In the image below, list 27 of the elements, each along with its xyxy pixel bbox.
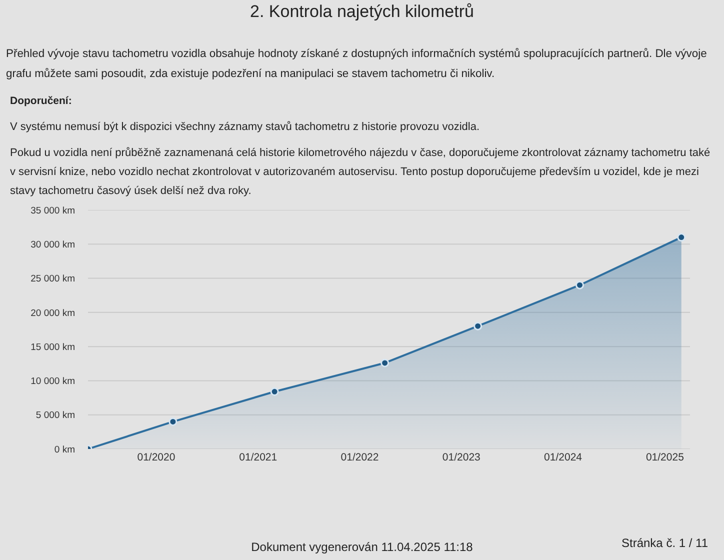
y-tick-label: 30 000 km [30, 239, 76, 250]
point [168, 417, 178, 426]
y-tick-label: 5 000 km [36, 410, 76, 422]
chart-subtitle: Přehled vývoje stavu tachometru vozidla obsahuje hodnoty získané z dostupných informačních systémů spolupracujících partnerů. Dle vývoje grafu můžete sami posoudit, zda existuje podezření na manipulaci se stavem tachometru či nikoliv. [6, 47, 708, 82]
x-tick-label: 01/2023 [442, 452, 481, 464]
x-tick-label: 01/2025 [646, 452, 684, 464]
point [270, 387, 279, 396]
point [575, 280, 584, 290]
y-tick-label: 25 000 km [30, 274, 76, 285]
x-tick-label: 01/2022 [340, 452, 379, 464]
text: V systému nemusí být k dispozici všechny záznamy stavů tachometru z historie provozu vozidla. [10, 120, 481, 135]
point [474, 322, 482, 330]
text: Doporučení: [10, 94, 73, 109]
text: Dokument vygenerován 11.04.2025 11:18 [251, 540, 473, 554]
point [677, 233, 686, 242]
text: Stránka č. 1 / 11 [622, 536, 708, 550]
x-tick-label: 01/2021 [239, 452, 278, 464]
y-tick-label: 15 000 km [30, 342, 76, 353]
x-tick-label: 01/2020 [137, 452, 176, 464]
chart-title: 2. Kontrola najetých kilometrů [249, 2, 475, 22]
text: Pokud u vozidla není průběžně zaznamenaná celá historie kilometrového nájezdu v čase, doporučujeme zkontrolovat záznamy tachometru také v servisní knize, nebo vozidlo nechat zkontrolovat v autorizovaném autoservisu. Tento postup doporučujeme především u vozidel, kde je mezi stavy tachometru časový úsek delší než dva roky. [10, 146, 712, 199]
y-tick-label: 0 km [54, 444, 76, 456]
y-tick-label: 20 000 km [30, 308, 76, 319]
y-tick-label: 10 000 km [30, 376, 76, 388]
y-tick-label: 35 000 km [30, 205, 76, 216]
x-tick-label: 01/2024 [544, 452, 582, 464]
point [380, 358, 390, 368]
